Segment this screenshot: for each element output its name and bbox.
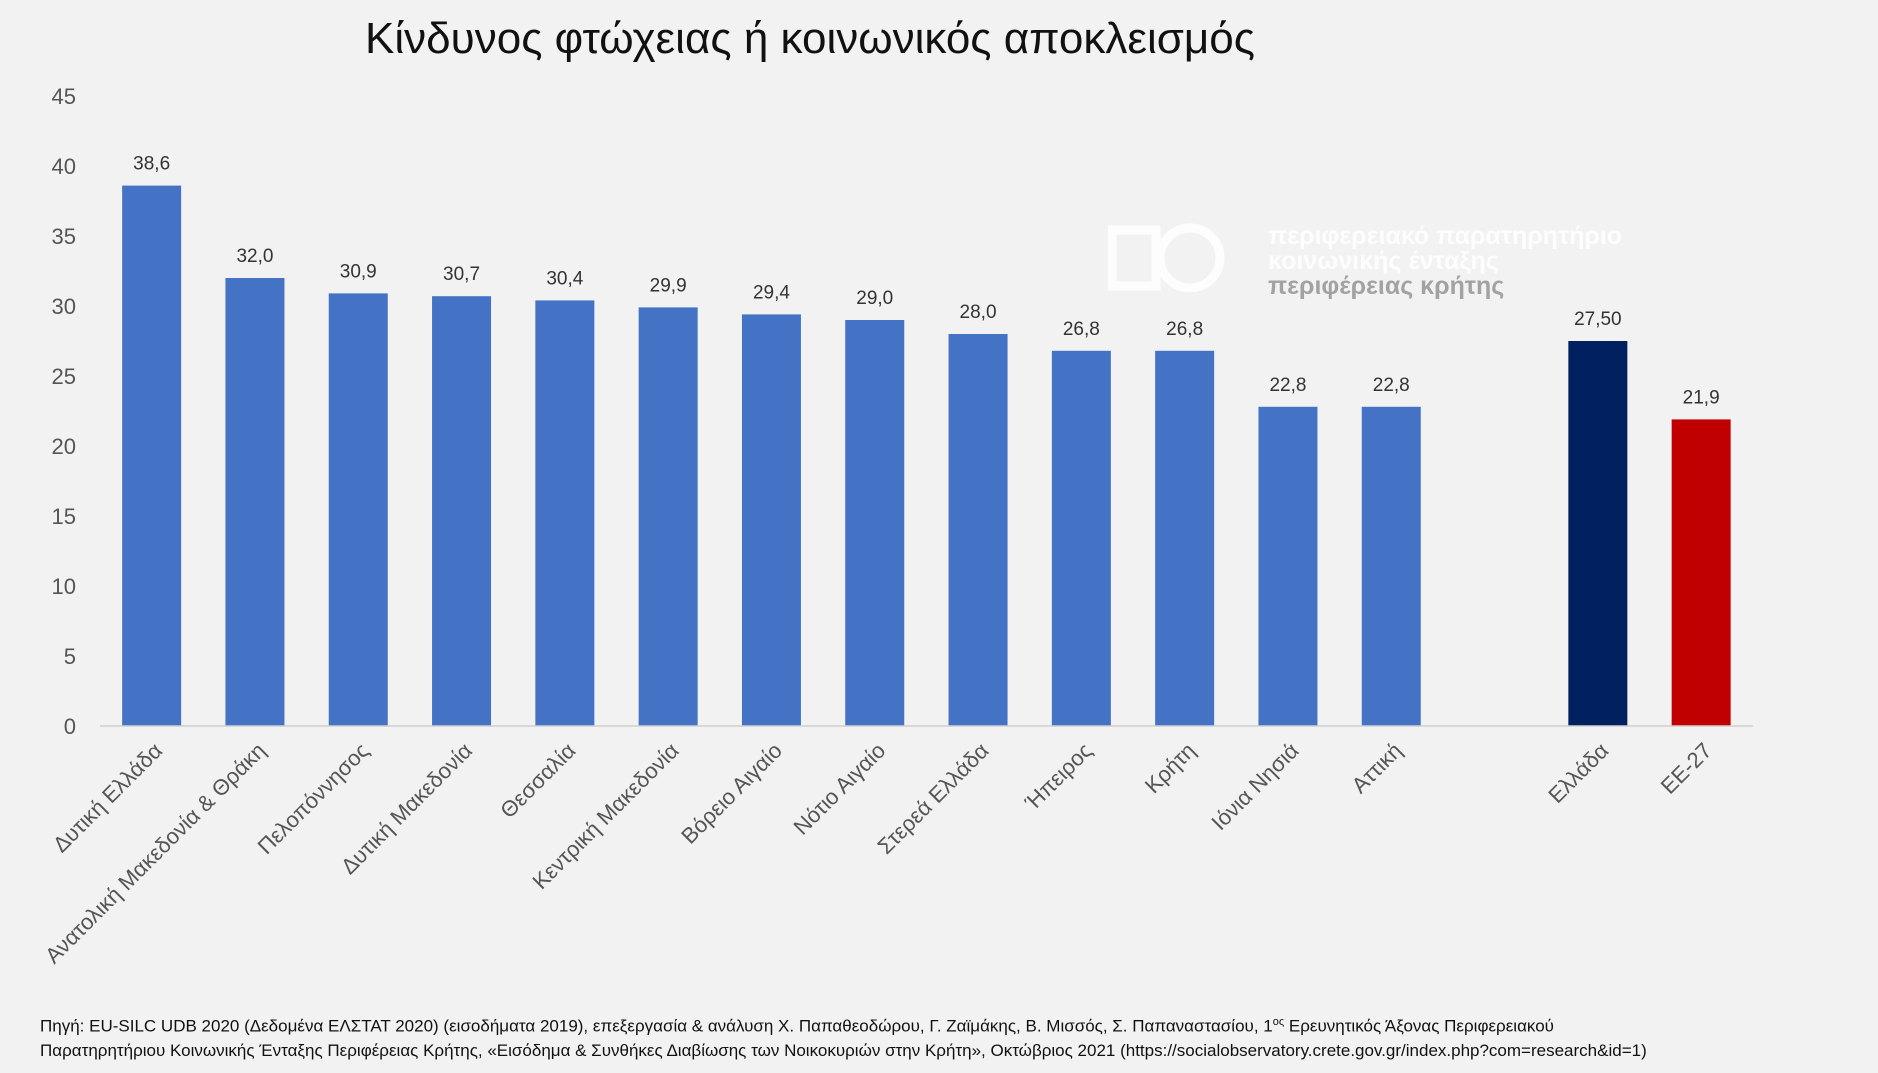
x-category-label: Ανατολική Μακεδονία & Θράκη bbox=[40, 738, 270, 968]
y-tick-label: 30 bbox=[52, 294, 76, 319]
data-label: 22,8 bbox=[1269, 375, 1306, 396]
bar bbox=[1671, 419, 1731, 726]
bar bbox=[1258, 406, 1318, 726]
observatory-watermark: περιφερειακό παρατηρητήριο κοινωνικής έν… bbox=[1107, 222, 1622, 299]
watermark-line-2: κοινωνικής ένταξης bbox=[1268, 247, 1499, 275]
bar bbox=[1361, 406, 1421, 726]
data-label: 29,9 bbox=[650, 275, 687, 296]
y-tick-label: 40 bbox=[52, 154, 76, 179]
x-category-label: Βόρειο Αιγαίο bbox=[676, 738, 787, 849]
bar bbox=[535, 300, 595, 726]
x-category-label: Ελλάδα bbox=[1543, 738, 1613, 808]
x-category-label: Δυτική Ελλάδα bbox=[48, 738, 167, 857]
x-category-label: Στερεά Ελλάδα bbox=[873, 738, 994, 859]
y-tick-label: 45 bbox=[52, 84, 76, 109]
data-labels: 38,6 32,0 30,9 30,7 30,4 29,9 29,4 29,0 28,0 26,8… bbox=[133, 154, 1719, 409]
x-category-label: Κρήτη bbox=[1140, 738, 1200, 798]
data-label: 30,7 bbox=[443, 264, 480, 285]
source-line-1: Πηγή: EU-SILC UDB 2020 (Δεδομένα ΕΛΣΤΑΤ … bbox=[40, 1016, 1554, 1036]
bar bbox=[845, 320, 905, 726]
data-label: 29,0 bbox=[856, 288, 893, 309]
x-category-label: Θεσσαλία bbox=[495, 738, 580, 823]
source-line-2: Παρατηρητήριου Κοινωνικής Ένταξης Περιφέ… bbox=[40, 1040, 1647, 1060]
y-tick-label: 0 bbox=[64, 714, 76, 739]
data-label: 22,8 bbox=[1373, 375, 1410, 396]
data-label: 29,4 bbox=[753, 282, 790, 303]
chart-title: Κίνδυνος φτώχειας ή κοινωνικός αποκλεισμ… bbox=[365, 14, 1255, 63]
x-category-label: Ιόνια Νησιά bbox=[1206, 738, 1303, 835]
y-tick-label: 25 bbox=[52, 364, 76, 389]
bar bbox=[1155, 350, 1215, 726]
y-tick-label: 10 bbox=[52, 574, 76, 599]
bar bbox=[1051, 350, 1111, 726]
watermark-line-3: περιφέρειας κρήτης bbox=[1268, 272, 1505, 300]
bar bbox=[432, 296, 492, 726]
x-category-label: Ήπειρος bbox=[1019, 738, 1097, 816]
bar bbox=[1568, 341, 1628, 726]
watermark-line-1: περιφερειακό παρατηρητήριο bbox=[1268, 222, 1623, 250]
x-category-label: ΕΕ-27 bbox=[1656, 738, 1717, 799]
data-label: 28,0 bbox=[960, 302, 997, 323]
y-tick-label: 15 bbox=[52, 504, 76, 529]
data-label: 21,9 bbox=[1683, 387, 1720, 408]
data-label: 27,50 bbox=[1574, 309, 1622, 330]
data-label: 30,4 bbox=[546, 268, 583, 289]
bars bbox=[122, 185, 1731, 727]
bar bbox=[741, 314, 801, 726]
x-category-label: Νότιο Αιγαίο bbox=[789, 738, 891, 840]
y-tick-label: 5 bbox=[64, 644, 76, 669]
data-label: 30,9 bbox=[340, 261, 377, 282]
data-label: 26,8 bbox=[1063, 319, 1100, 340]
y-tick-label: 20 bbox=[52, 434, 76, 459]
source-note: Πηγή: EU-SILC UDB 2020 (Δεδομένα ΕΛΣΤΑΤ … bbox=[40, 1010, 1860, 1063]
y-tick-label: 35 bbox=[52, 224, 76, 249]
bar bbox=[122, 185, 182, 727]
bar bbox=[638, 307, 698, 726]
bar bbox=[948, 334, 1008, 726]
x-category-label: Αττική bbox=[1347, 738, 1407, 798]
observatory-logo-icon bbox=[1107, 223, 1225, 293]
bar bbox=[225, 278, 285, 726]
data-label: 32,0 bbox=[236, 246, 273, 267]
y-axis: 0 5 10 15 20 25 30 35 40 45 bbox=[52, 84, 76, 739]
bar bbox=[328, 293, 388, 726]
data-label: 38,6 bbox=[133, 154, 170, 175]
bar-chart: 0 5 10 15 20 25 30 35 40 45 38,6 32,0 30,9 30,7 30,4 2… bbox=[40, 84, 1753, 969]
data-label: 26,8 bbox=[1166, 319, 1203, 340]
